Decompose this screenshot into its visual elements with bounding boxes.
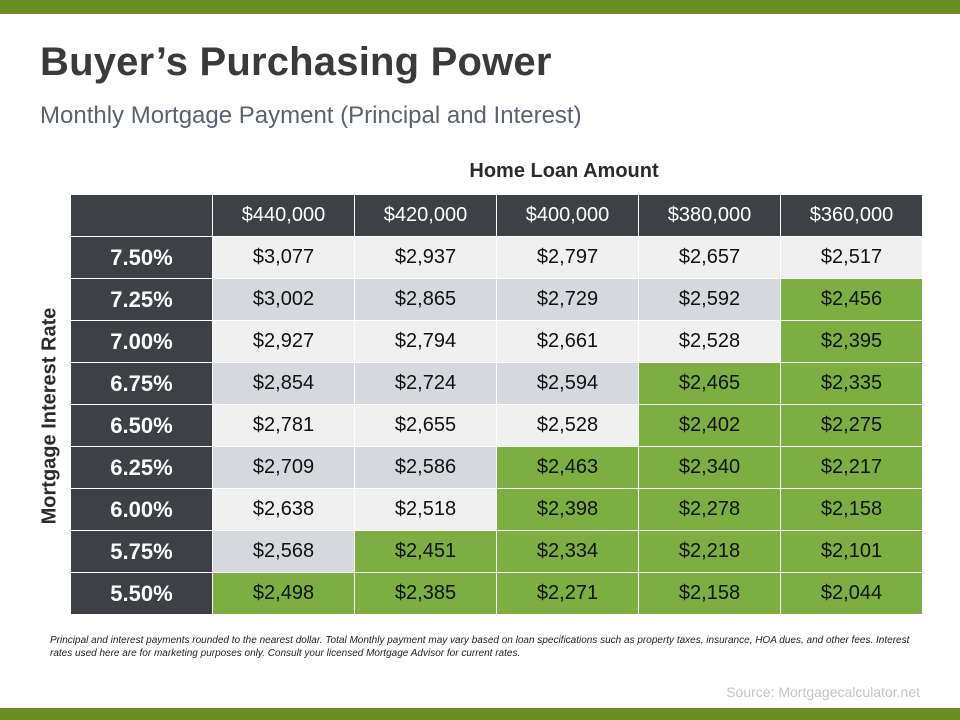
interest-rate-cell: 6.00%: [70, 488, 213, 531]
row-axis-label: Mortgage Interest Rate: [38, 307, 61, 525]
page-title: Buyer’s Purchasing Power: [40, 40, 552, 84]
interest-rate-cell: 5.75%: [70, 530, 213, 573]
payment-cell: $2,465: [638, 362, 781, 405]
source-credit: Source: Mortgagecalculator.net: [726, 684, 920, 700]
payment-cell: $2,594: [496, 362, 639, 405]
payment-cell: $2,518: [354, 488, 497, 531]
payment-cell: $2,158: [638, 572, 781, 615]
payment-cell: $2,729: [496, 278, 639, 321]
page-subtitle: Monthly Mortgage Payment (Principal and …: [40, 102, 582, 129]
payment-cell: $2,854: [212, 362, 355, 405]
payment-cell: $2,456: [780, 278, 923, 321]
table-row: 7.00% $2,927 $2,794 $2,661 $2,528 $2,395: [70, 320, 923, 363]
interest-rate-cell: 6.75%: [70, 362, 213, 405]
interest-rate-cell: 7.00%: [70, 320, 213, 363]
payment-cell: $2,661: [496, 320, 639, 363]
payment-cell: $2,592: [638, 278, 781, 321]
table-row: 5.50% $2,498 $2,385 $2,271 $2,158 $2,044: [70, 572, 923, 615]
table-row: 6.50% $2,781 $2,655 $2,528 $2,402 $2,275: [70, 404, 923, 447]
payment-cell: $2,568: [212, 530, 355, 573]
payment-cell: $2,709: [212, 446, 355, 489]
payment-cell: $2,385: [354, 572, 497, 615]
payment-cell: $2,101: [780, 530, 923, 573]
column-header: $400,000: [496, 194, 639, 237]
payment-cell: $2,395: [780, 320, 923, 363]
column-axis-label: Home Loan Amount: [469, 160, 659, 182]
table-row: 6.75% $2,854 $2,724 $2,594 $2,465 $2,335: [70, 362, 923, 405]
payment-cell: $2,271: [496, 572, 639, 615]
interest-rate-cell: 6.25%: [70, 446, 213, 489]
column-header: $380,000: [638, 194, 781, 237]
payment-cell: $2,586: [354, 446, 497, 489]
payment-cell: $3,002: [212, 278, 355, 321]
payment-cell: $2,794: [354, 320, 497, 363]
payment-cell: $2,865: [354, 278, 497, 321]
table-row: 5.75% $2,568 $2,451 $2,334 $2,218 $2,101: [70, 530, 923, 573]
payment-cell: $2,402: [638, 404, 781, 447]
payment-cell: $2,398: [496, 488, 639, 531]
payment-cell: $2,517: [780, 236, 923, 279]
interest-rate-cell: 6.50%: [70, 404, 213, 447]
header-row: $440,000 $420,000 $400,000 $380,000 $360…: [70, 194, 923, 237]
payment-cell: $2,335: [780, 362, 923, 405]
column-header: $440,000: [212, 194, 355, 237]
interest-rate-cell: 7.25%: [70, 278, 213, 321]
payment-cell: $2,724: [354, 362, 497, 405]
payment-cell: $2,278: [638, 488, 781, 531]
table-row: 6.25% $2,709 $2,586 $2,463 $2,340 $2,217: [70, 446, 923, 489]
payment-cell: $2,657: [638, 236, 781, 279]
column-header: $360,000: [780, 194, 923, 237]
table-row: 7.25% $3,002 $2,865 $2,729 $2,592 $2,456: [70, 278, 923, 321]
payment-cell: $2,158: [780, 488, 923, 531]
payment-table: $440,000 $420,000 $400,000 $380,000 $360…: [70, 194, 923, 615]
table-row: 6.00% $2,638 $2,518 $2,398 $2,278 $2,158: [70, 488, 923, 531]
payment-cell: $2,218: [638, 530, 781, 573]
top-accent-bar: [0, 0, 960, 14]
payment-cell: $2,927: [212, 320, 355, 363]
payment-cell: $2,655: [354, 404, 497, 447]
bottom-accent-bar: [0, 708, 960, 720]
payment-cell: $2,638: [212, 488, 355, 531]
disclaimer-text: Principal and interest payments rounded …: [50, 635, 910, 659]
interest-rate-cell: 5.50%: [70, 572, 213, 615]
payment-cell: $2,498: [212, 572, 355, 615]
payment-cell: $2,044: [780, 572, 923, 615]
payment-cell: $3,077: [212, 236, 355, 279]
corner-cell: [70, 194, 213, 237]
payment-cell: $2,528: [638, 320, 781, 363]
payment-cell: $2,217: [780, 446, 923, 489]
payment-cell: $2,463: [496, 446, 639, 489]
payment-cell: $2,797: [496, 236, 639, 279]
payment-cell: $2,781: [212, 404, 355, 447]
table-row: 7.50% $3,077 $2,937 $2,797 $2,657 $2,517: [70, 236, 923, 279]
payment-cell: $2,937: [354, 236, 497, 279]
payment-cell: $2,275: [780, 404, 923, 447]
payment-cell: $2,340: [638, 446, 781, 489]
interest-rate-cell: 7.50%: [70, 236, 213, 279]
column-header: $420,000: [354, 194, 497, 237]
payment-cell: $2,528: [496, 404, 639, 447]
payment-cell: $2,334: [496, 530, 639, 573]
payment-cell: $2,451: [354, 530, 497, 573]
